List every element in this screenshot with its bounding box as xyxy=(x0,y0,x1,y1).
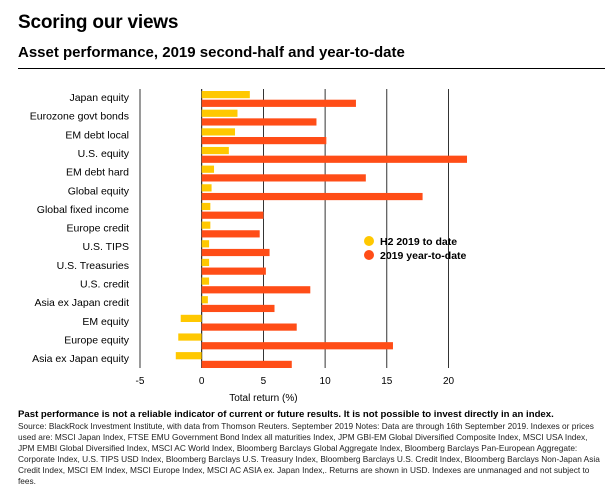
bar xyxy=(201,230,260,238)
category-label: Asia ex Japan credit xyxy=(34,297,129,309)
category-label: U.S. equity xyxy=(78,148,130,160)
category-label: EM equity xyxy=(82,316,129,328)
category-label: Global fixed income xyxy=(37,204,129,216)
bar xyxy=(201,240,210,248)
bar xyxy=(201,174,366,182)
bar xyxy=(201,342,393,350)
bar xyxy=(201,286,311,294)
bar xyxy=(201,323,297,331)
x-tick-label: -5 xyxy=(136,376,145,387)
category-label: Eurozone govt bonds xyxy=(30,111,129,123)
legend-label: 2019 year-to-date xyxy=(380,250,467,262)
bar xyxy=(201,360,292,368)
bar xyxy=(201,221,211,229)
bar xyxy=(201,277,210,285)
bar xyxy=(201,118,317,126)
bar xyxy=(201,296,208,304)
bar xyxy=(201,128,236,136)
x-tick-labels: -5 0 5 10 15 20 xyxy=(136,376,455,387)
category-label: EM debt local xyxy=(65,129,129,141)
bar xyxy=(175,352,202,360)
x-tick-label: 10 xyxy=(320,376,332,387)
bar xyxy=(201,91,250,99)
legend: H2 2019 to date 2019 year-to-date xyxy=(364,236,467,262)
category-label: EM debt hard xyxy=(66,167,129,179)
x-tick-label: 20 xyxy=(443,376,455,387)
bar xyxy=(178,333,202,341)
x-tick-label: 0 xyxy=(199,376,205,387)
category-labels: Japan equity Eurozone govt bonds EM debt l… xyxy=(30,92,130,365)
x-tick-label: 5 xyxy=(261,376,267,387)
legend-label: H2 2019 to date xyxy=(380,236,457,248)
legend-marker xyxy=(364,250,374,260)
category-label: Europe credit xyxy=(67,223,130,235)
category-label: U.S. Treasuries xyxy=(57,260,129,272)
bar xyxy=(180,314,202,322)
legend-marker xyxy=(364,236,374,246)
bar xyxy=(201,248,270,257)
bar xyxy=(201,146,229,155)
bars xyxy=(175,91,468,368)
bar xyxy=(201,155,468,163)
category-label: Asia ex Japan equity xyxy=(32,353,130,365)
chart-title: Scoring our views xyxy=(18,12,179,33)
category-label: Europe equity xyxy=(64,334,130,346)
bar xyxy=(201,267,266,275)
bar xyxy=(201,192,423,201)
bar xyxy=(201,184,212,192)
bar xyxy=(201,165,215,173)
category-label: U.S. TIPS xyxy=(83,241,130,253)
category-label: Global equity xyxy=(68,185,130,197)
disclaimer: Past performance is not a reliable indic… xyxy=(18,409,554,420)
bar xyxy=(201,99,356,107)
bar xyxy=(201,202,211,211)
bar xyxy=(201,304,275,313)
bar-chart: Japan equity Eurozone govt bonds EM debt l… xyxy=(30,89,468,404)
bar xyxy=(201,137,327,145)
bar xyxy=(201,109,238,117)
bar xyxy=(201,211,264,219)
x-tick-label: 15 xyxy=(381,376,393,387)
title-divider xyxy=(18,68,605,69)
x-axis-label: Total return (%) xyxy=(229,393,297,404)
source-note: Source: BlackRock Investment Institute, … xyxy=(18,421,600,486)
category-label: U.S. credit xyxy=(80,279,129,291)
category-label: Japan equity xyxy=(69,92,129,104)
bar xyxy=(201,258,210,267)
chart-subtitle: Asset performance, 2019 second-half and … xyxy=(18,44,405,61)
